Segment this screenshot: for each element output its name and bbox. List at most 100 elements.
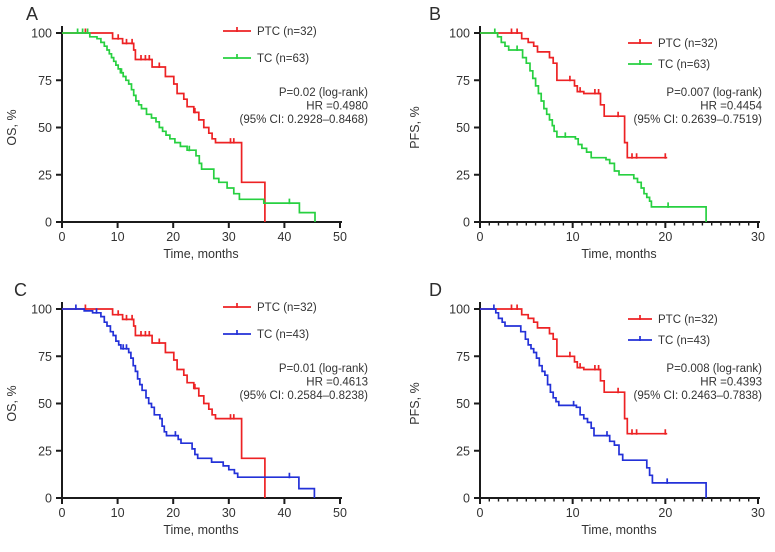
stats-line: (95% CI: 0.2639–0.7519) bbox=[633, 114, 762, 126]
stats-line: P=0.01 (log-rank) bbox=[279, 363, 368, 375]
svg-text:0: 0 bbox=[59, 230, 66, 244]
legend-label: TC (n=43) bbox=[658, 335, 710, 347]
legend-label: PTC (n=32) bbox=[658, 314, 718, 326]
stats-line: HR =0.4393 bbox=[700, 377, 762, 389]
y-axis-label: OS, % bbox=[5, 385, 19, 421]
svg-text:50: 50 bbox=[38, 397, 52, 411]
svg-text:30: 30 bbox=[751, 506, 765, 520]
svg-text:20: 20 bbox=[658, 230, 672, 244]
legend: PTC (n=32) TC (n=63) bbox=[628, 38, 718, 71]
legend: PTC (n=32) TC (n=63) bbox=[223, 26, 317, 65]
svg-text:100: 100 bbox=[31, 303, 52, 317]
panel-letter-c: C bbox=[14, 280, 27, 300]
svg-text:30: 30 bbox=[751, 230, 765, 244]
series-curve bbox=[480, 32, 668, 159]
x-axis-label: Time, months bbox=[581, 247, 656, 261]
axes: 0 25 50 75 100 0 10 20 30 40 50 Time, months OS, % bbox=[5, 26, 347, 261]
stats-line: (95% CI: 0.2584–0.8238) bbox=[239, 390, 368, 402]
series-curve bbox=[62, 32, 316, 222]
svg-text:50: 50 bbox=[333, 230, 347, 244]
svg-text:25: 25 bbox=[38, 168, 52, 182]
svg-text:20: 20 bbox=[658, 506, 672, 520]
svg-text:0: 0 bbox=[463, 492, 470, 506]
legend-label: PTC (n=32) bbox=[658, 38, 718, 50]
axes: 0 25 50 75 100 0 10 20 30 Time, months PFS, % bbox=[408, 26, 765, 261]
svg-text:20: 20 bbox=[166, 230, 180, 244]
series-curve bbox=[480, 308, 668, 435]
y-axis-label: OS, % bbox=[5, 109, 19, 145]
stats-text: P=0.007 (log-rank) HR =0.4454(95% CI: 0.2… bbox=[633, 87, 762, 126]
panel-letter-a: A bbox=[26, 4, 39, 24]
svg-text:0: 0 bbox=[477, 230, 484, 244]
svg-text:75: 75 bbox=[456, 350, 470, 364]
svg-text:30: 30 bbox=[222, 506, 236, 520]
series-curve bbox=[62, 308, 266, 498]
stats-text: P=0.01 (log-rank) HR =0.4613(95% CI: 0.25… bbox=[239, 363, 368, 402]
censor-ticks bbox=[76, 28, 291, 205]
censor-ticks bbox=[84, 28, 235, 144]
svg-text:40: 40 bbox=[277, 506, 291, 520]
svg-text:50: 50 bbox=[456, 121, 470, 135]
series-curve bbox=[62, 308, 316, 498]
stats-line: P=0.008 (log-rank) bbox=[666, 363, 762, 375]
svg-text:25: 25 bbox=[456, 444, 470, 458]
stats-line: HR =0.4613 bbox=[306, 377, 368, 389]
svg-text:0: 0 bbox=[477, 506, 484, 520]
panel-c: C 0 25 50 75 100 0 10 20 30 40 50 Time, months OS, %… bbox=[0, 276, 388, 552]
svg-text:20: 20 bbox=[166, 506, 180, 520]
km-plot-a: 0 25 50 75 100 0 10 20 30 40 50 Time, months OS, % PT… bbox=[5, 26, 368, 261]
series-curve bbox=[62, 32, 266, 222]
stats-line: P=0.02 (log-rank) bbox=[279, 87, 368, 99]
svg-text:25: 25 bbox=[456, 168, 470, 182]
axes: 0 25 50 75 100 0 10 20 30 40 50 Time, months OS, % bbox=[5, 302, 347, 537]
stats-text: P=0.02 (log-rank) HR =0.4980(95% CI: 0.29… bbox=[239, 87, 368, 126]
svg-text:40: 40 bbox=[277, 230, 291, 244]
censor-ticks bbox=[510, 304, 667, 435]
panel-b: B 0 25 50 75 100 0 10 20 30 Time, months PFS, % PTC… bbox=[388, 0, 775, 276]
y-axis-label: PFS, % bbox=[408, 106, 422, 148]
svg-text:50: 50 bbox=[38, 121, 52, 135]
y-axis-label: PFS, % bbox=[408, 382, 422, 424]
svg-text:10: 10 bbox=[566, 230, 580, 244]
censor-ticks bbox=[493, 28, 669, 208]
svg-text:0: 0 bbox=[463, 216, 470, 230]
stats-line: (95% CI: 0.2463–0.7838) bbox=[633, 390, 762, 402]
svg-text:75: 75 bbox=[456, 74, 470, 88]
stats-line: P=0.007 (log-rank) bbox=[666, 87, 762, 99]
km-plot-d: 0 25 50 75 100 0 10 20 30 Time, months PFS, % PTC (… bbox=[408, 302, 765, 537]
legend-label: TC (n=63) bbox=[257, 53, 309, 65]
panel-d: D 0 25 50 75 100 0 10 20 30 Time, months PFS, % PTC… bbox=[388, 276, 775, 552]
legend: PTC (n=32) TC (n=43) bbox=[628, 314, 718, 347]
stats-line: HR =0.4454 bbox=[700, 101, 762, 113]
stats-line: (95% CI: 0.2928–0.8468) bbox=[239, 114, 368, 126]
series-curve bbox=[480, 32, 707, 222]
svg-text:10: 10 bbox=[111, 506, 125, 520]
stats-line: HR =0.4980 bbox=[306, 101, 368, 113]
svg-text:25: 25 bbox=[38, 444, 52, 458]
svg-text:75: 75 bbox=[38, 74, 52, 88]
svg-text:30: 30 bbox=[222, 230, 236, 244]
legend-label: PTC (n=32) bbox=[257, 26, 317, 38]
legend-label: TC (n=63) bbox=[658, 59, 710, 71]
censor-ticks bbox=[510, 28, 667, 159]
svg-text:0: 0 bbox=[45, 216, 52, 230]
censor-ticks bbox=[75, 304, 291, 479]
svg-text:50: 50 bbox=[456, 397, 470, 411]
axes: 0 25 50 75 100 0 10 20 30 Time, months PFS, % bbox=[408, 302, 765, 537]
legend: PTC (n=32) TC (n=43) bbox=[223, 302, 317, 341]
legend-label: PTC (n=32) bbox=[257, 302, 317, 314]
svg-text:100: 100 bbox=[449, 27, 470, 41]
svg-text:100: 100 bbox=[31, 27, 52, 41]
x-axis-label: Time, months bbox=[163, 247, 238, 261]
x-axis-label: Time, months bbox=[163, 523, 238, 537]
legend-label: TC (n=43) bbox=[257, 329, 309, 341]
svg-text:0: 0 bbox=[59, 506, 66, 520]
series-curve bbox=[480, 308, 707, 498]
svg-text:100: 100 bbox=[449, 303, 470, 317]
stats-text: P=0.008 (log-rank) HR =0.4393(95% CI: 0.2… bbox=[633, 363, 762, 402]
panel-letter-d: D bbox=[429, 280, 442, 300]
svg-text:10: 10 bbox=[111, 230, 125, 244]
x-axis-label: Time, months bbox=[581, 523, 656, 537]
panel-a: A 0 25 50 75 100 0 10 20 30 40 50 Time, months OS, %… bbox=[0, 0, 388, 276]
